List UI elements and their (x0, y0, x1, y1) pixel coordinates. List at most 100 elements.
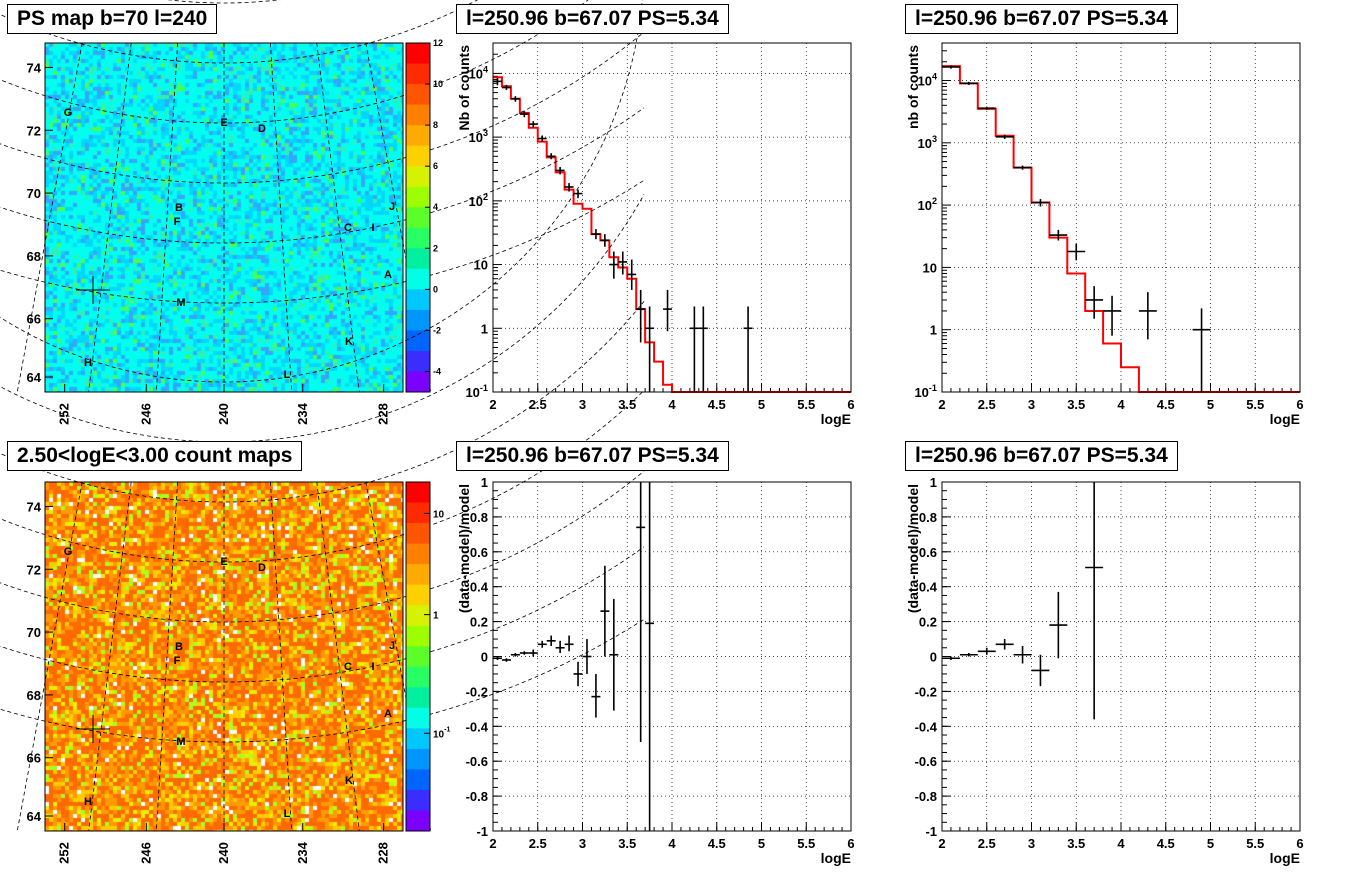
colorbar-tick-label: 2 (433, 243, 438, 253)
data-point (528, 121, 538, 128)
source-label-h: H (84, 357, 92, 369)
graticule-lon-line (316, 481, 360, 832)
graticule-lon-line (88, 481, 132, 832)
y-tick-label: 0.2 (919, 615, 937, 630)
x-axis-label: logE (1270, 850, 1300, 866)
x-tick-label: 234 (295, 841, 310, 863)
y-tick-label: -0.8 (915, 789, 937, 804)
data-point (959, 81, 978, 85)
source-label-k: K (345, 336, 353, 348)
source-label-e: E (220, 117, 227, 129)
y-tick-label: -0.6 (915, 754, 937, 769)
colorbar-segment (406, 145, 430, 167)
y-axis-label: Nb of counts (456, 45, 472, 131)
residual-1-title: l=250.96 b=67.07 PS=5.34 (456, 441, 729, 471)
colorbar-tick-label: -4 (433, 366, 441, 376)
y-tick-label: 0.6 (919, 545, 937, 560)
x-tick-label: 5.5 (797, 836, 815, 851)
y-tick-label: 10-1 (465, 383, 488, 400)
data-point (942, 65, 960, 69)
y-tick-label: 102 (917, 196, 937, 213)
x-tick-label: 246 (138, 842, 153, 864)
x-tick-label: 252 (57, 842, 72, 864)
data-point (493, 656, 502, 660)
y-axis-label: (data-model)/model (905, 484, 921, 613)
colorbar-segment (406, 248, 430, 270)
colorbar-frame (405, 481, 431, 832)
x-tick-label: 5.5 (1246, 397, 1264, 412)
x-tick-label: 3.5 (618, 836, 636, 851)
data-point (995, 639, 1014, 650)
x-tick-label: 2.5 (529, 397, 547, 412)
colorbar-segment (406, 207, 430, 229)
y-tick-label: 64 (27, 370, 42, 385)
graticule-lon-line (88, 42, 132, 393)
graticule-lat-line (0, 470, 645, 623)
x-axis-label: logE (821, 411, 851, 427)
x-tick-label: 252 (57, 403, 72, 425)
data-point (609, 598, 619, 711)
data-point (537, 135, 547, 142)
data-point (493, 77, 502, 86)
source-label-d: D (258, 123, 266, 135)
x-tick-label: 4 (1117, 836, 1125, 851)
colorbar-tick-label: 10-1 (433, 726, 450, 740)
x-tick-label: 6 (847, 836, 854, 851)
x-tick-label: 2 (938, 397, 945, 412)
data-point (1049, 229, 1068, 241)
colorbar-segment (406, 523, 430, 545)
x-tick-label: 228 (376, 403, 391, 425)
x-tick-label: 5.5 (797, 397, 815, 412)
graticule-lon-line (16, 481, 83, 832)
data-point (519, 111, 529, 118)
x-tick-label: 2 (938, 836, 945, 851)
y-tick-label: 66 (27, 312, 41, 327)
colorbar-tick-label: 8 (433, 120, 438, 130)
y-tick-label: 1 (481, 475, 488, 490)
data-point (546, 153, 556, 160)
source-label-k: K (345, 775, 353, 787)
count-map-title: 2.50<logE<3.00 count maps (7, 441, 303, 471)
x-tick-label: 4 (1117, 397, 1125, 412)
spectrum-2-title: l=250.96 b=67.07 PS=5.34 (905, 4, 1178, 34)
colorbar-segment (406, 309, 430, 331)
data-point (959, 653, 978, 657)
data-point (1138, 292, 1157, 340)
data-point (555, 166, 565, 175)
x-tick-label: 6 (1296, 397, 1303, 412)
x-tick-label: 228 (376, 842, 391, 864)
y-tick-label: 0 (930, 650, 937, 665)
source-label-m: M (176, 297, 185, 309)
colorbar-segment (406, 84, 430, 106)
x-tick-label: 3 (1028, 836, 1035, 851)
x-tick-label: 4.5 (708, 836, 726, 851)
data-point (510, 96, 520, 102)
colorbar-tick-label: 0 (433, 284, 438, 294)
source-label-e: E (220, 556, 227, 568)
colorbar-segment (406, 289, 430, 311)
colorbar-segment (406, 564, 430, 586)
data-point (600, 234, 610, 247)
colorbar-segment (406, 646, 430, 668)
plot-spec1: 2 2.5 3 3.5 4 4.5 5 5.5 6 10-1 1 10 102 103 104 logE Nb … (456, 42, 855, 427)
x-tick-label: 2 (489, 397, 496, 412)
colorbar-segment (406, 330, 430, 352)
data-point (519, 651, 529, 655)
x-tick-label: 2.5 (978, 836, 996, 851)
source-label-m: M (176, 736, 185, 748)
y-tick-label: 103 (468, 128, 488, 145)
colorbar-segment (406, 707, 430, 729)
y-tick-label: 68 (27, 688, 41, 703)
y-tick-label: 0.4 (470, 580, 489, 595)
source-label-c: C (344, 661, 352, 673)
graticule-lat-line (0, 31, 645, 184)
residual-2-title: l=250.96 b=67.07 PS=5.34 (905, 441, 1178, 471)
data-point (663, 289, 672, 332)
data-point (1031, 654, 1050, 687)
data-point (942, 656, 960, 660)
x-tick-label: 4.5 (708, 397, 726, 412)
y-tick-label: 1 (481, 321, 488, 336)
plot-frame (941, 42, 1301, 393)
y-tick-label: 72 (27, 123, 41, 138)
